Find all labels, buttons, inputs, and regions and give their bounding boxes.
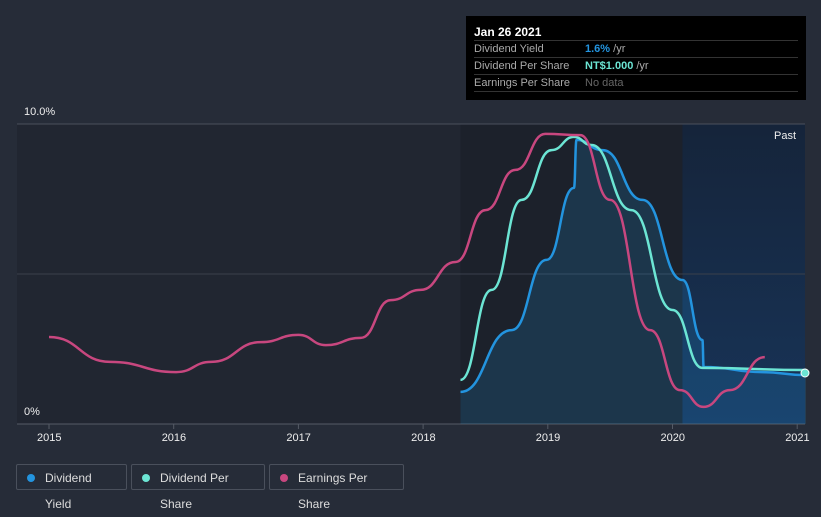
x-tick-label: 2016 xyxy=(161,432,187,444)
past-label: Past xyxy=(774,130,797,142)
tooltip-label: Earnings Per Share xyxy=(474,77,570,89)
x-tick-label: 2021 xyxy=(785,432,810,444)
tooltip-value: No data xyxy=(585,77,624,89)
legend-dot-icon xyxy=(27,474,35,482)
tooltip: Jan 26 2021 Dividend Yield 1.6% /yr Divi… xyxy=(466,16,806,100)
legend-earnings-per-share[interactable]: Earnings Per Share xyxy=(269,464,404,511)
tooltip-value: 1.6% xyxy=(585,43,611,55)
x-tick-label: 2020 xyxy=(660,432,685,444)
legend-dot-icon xyxy=(142,474,150,482)
tooltip-label: Dividend Yield xyxy=(474,43,544,55)
x-tick-label: 2019 xyxy=(535,432,561,444)
legend-dividend-per-share[interactable]: Dividend Per Share xyxy=(131,464,265,511)
tooltip-value: NT$1.000 xyxy=(585,60,634,72)
tooltip-row-dividend-yield: Dividend Yield 1.6% /yr xyxy=(474,40,798,57)
x-tick-label: 2015 xyxy=(37,432,62,444)
x-tick-label: 2017 xyxy=(286,432,311,444)
legend-dividend-yield[interactable]: Dividend Yield xyxy=(16,464,127,511)
y-tick-label: 10.0% xyxy=(24,106,56,118)
legend-dot-icon xyxy=(280,474,288,482)
tooltip-label: Dividend Per Share xyxy=(474,60,570,72)
tooltip-unit: /yr xyxy=(610,43,626,55)
tooltip-row-earnings-per-share: Earnings Per Share No data xyxy=(474,74,798,92)
x-tick-label: 2018 xyxy=(411,432,436,444)
tooltip-row-dividend-per-share: Dividend Per Share NT$1.000 /yr xyxy=(474,57,798,74)
hover-marker xyxy=(800,368,810,378)
tooltip-date: Jan 26 2021 xyxy=(474,25,542,39)
series-line-earnings-per-share xyxy=(48,132,765,409)
series-line-dividend-per-share xyxy=(459,135,806,382)
tooltip-unit: /yr xyxy=(633,60,649,72)
y-tick-label: 0% xyxy=(24,406,40,418)
